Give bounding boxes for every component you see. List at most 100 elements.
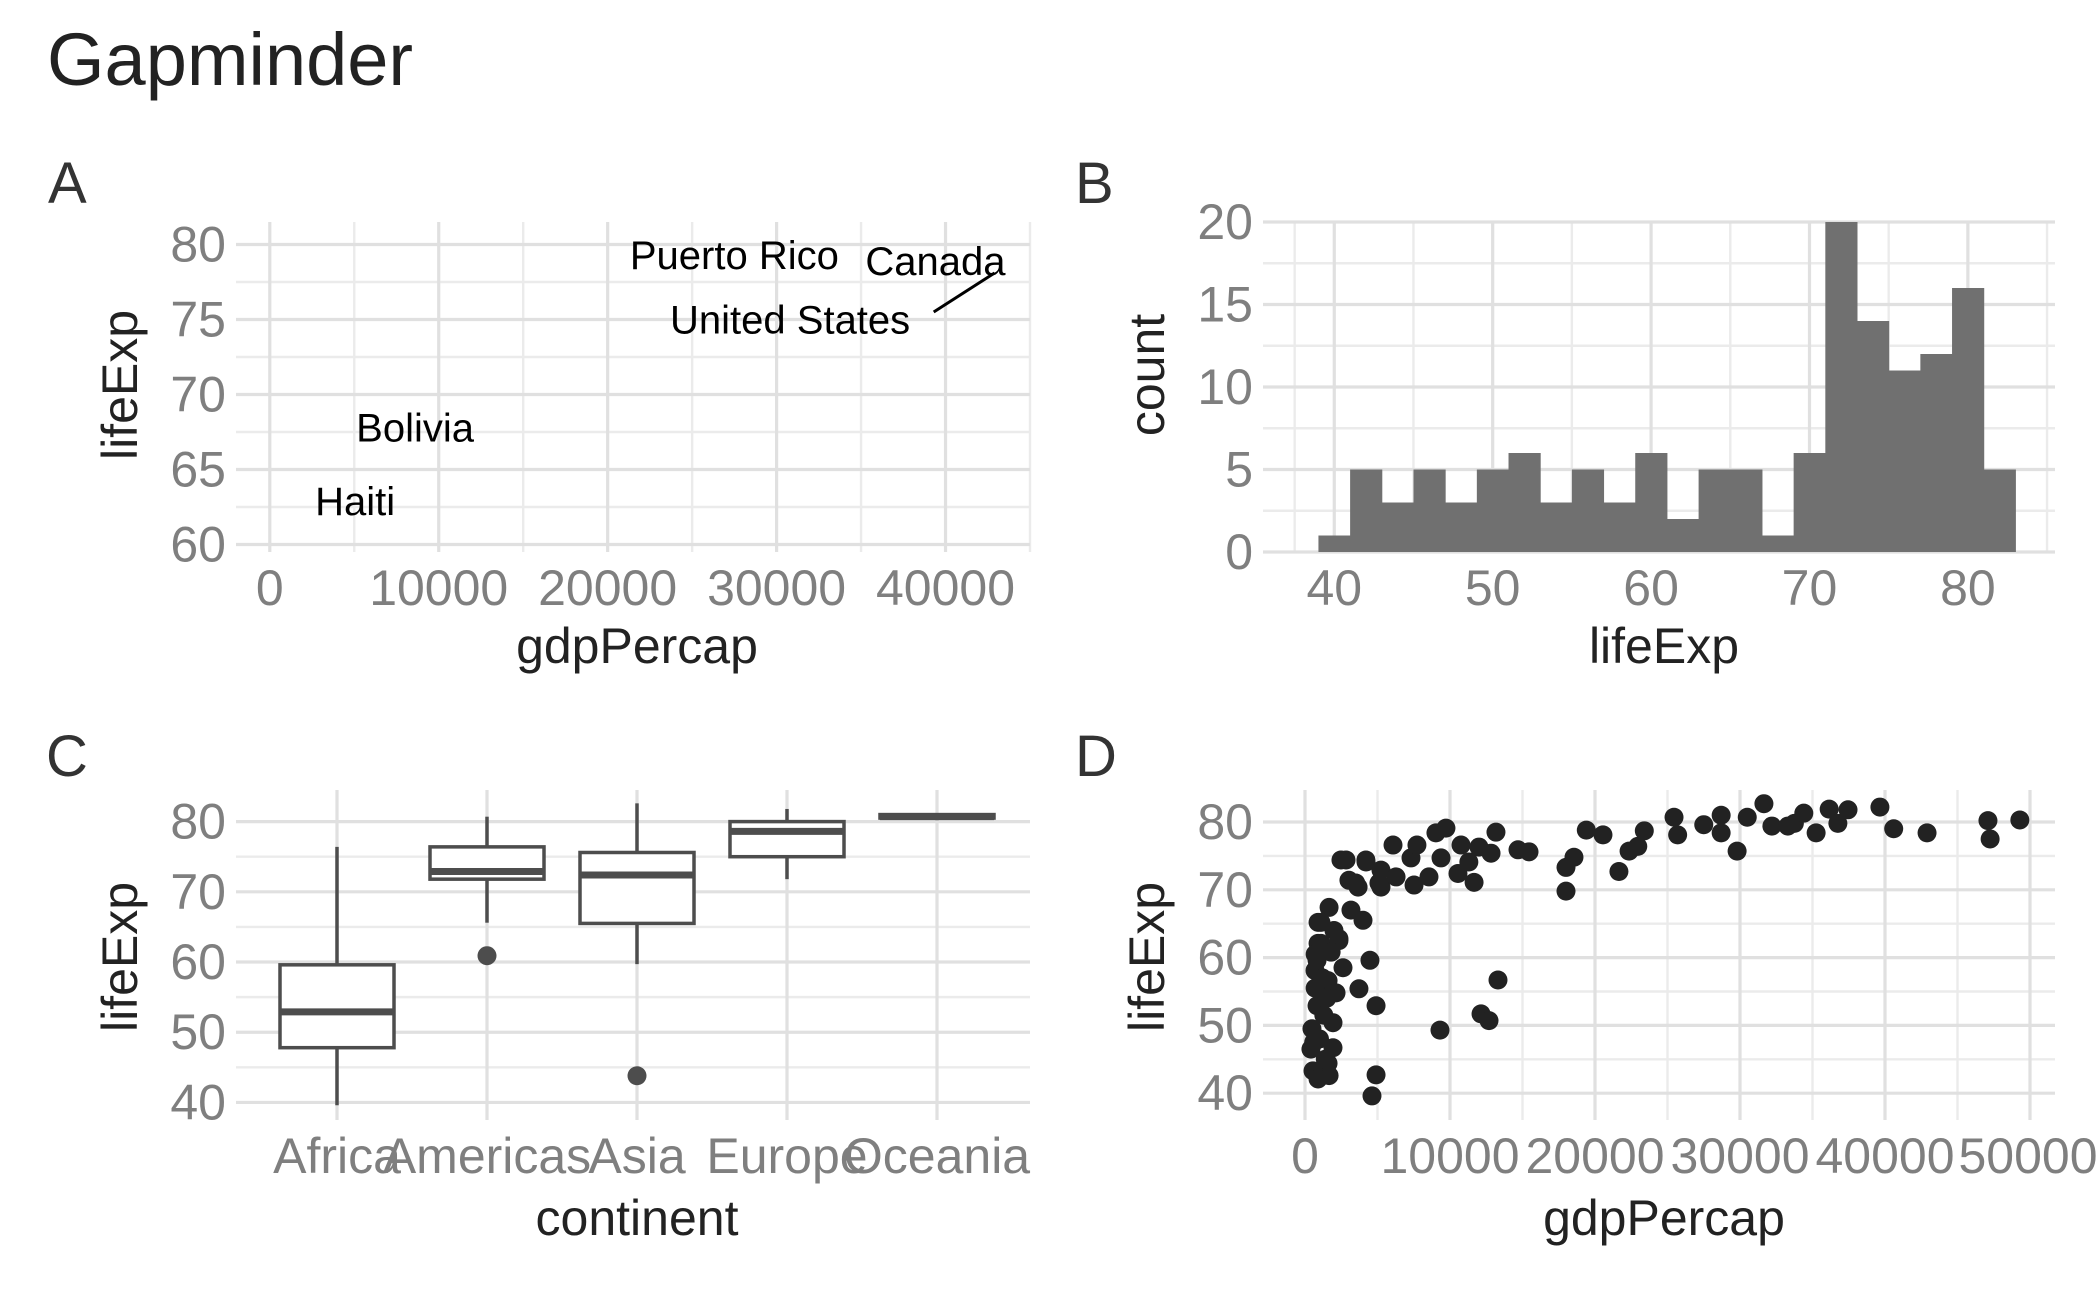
- panel-b-tag: B: [1075, 151, 1114, 216]
- x-tick-label: 40: [1306, 560, 1362, 616]
- data-point: [1349, 979, 1369, 999]
- panel-d-marks: [1301, 794, 2030, 1106]
- x-tick-label: 40000: [876, 560, 1015, 616]
- histogram-bar: [1571, 469, 1605, 552]
- data-point: [1366, 1065, 1386, 1085]
- y-tick-label: 80: [1197, 794, 1253, 850]
- data-point: [1754, 794, 1774, 814]
- data-point: [1794, 803, 1814, 823]
- data-point: [1324, 920, 1344, 940]
- box-asia: [578, 803, 696, 1086]
- x-tick-label: Americas: [383, 1128, 591, 1184]
- data-point: [1479, 1011, 1499, 1031]
- panel-c-x-axis-title: continent: [536, 1190, 739, 1246]
- panel-d-tag: D: [1075, 724, 1117, 789]
- data-point: [1331, 850, 1351, 870]
- box-americas: [428, 816, 546, 966]
- histogram-bar: [1476, 469, 1510, 552]
- histogram-bar: [1603, 502, 1636, 552]
- histogram-bar: [1635, 453, 1668, 552]
- box-africa: [278, 846, 396, 1106]
- histogram-bar: [1793, 453, 1826, 552]
- panel-b: B 0 5 10 15 20 40 50 60 70 80 lifeExp count: [1075, 151, 2055, 674]
- histogram-bar: [1413, 469, 1446, 552]
- y-tick-label: 60: [170, 934, 226, 990]
- histogram-bar: [1825, 222, 1858, 552]
- histogram-bar: [1983, 469, 2016, 552]
- data-point: [1333, 958, 1353, 978]
- y-tick-label: 75: [170, 292, 226, 348]
- y-tick-label: 40: [1197, 1065, 1253, 1121]
- data-point: [1711, 805, 1731, 825]
- panel-a-tag: A: [48, 151, 87, 216]
- data-point: [1694, 815, 1714, 835]
- histogram-bar: [1445, 502, 1478, 552]
- histogram-bar: [1350, 469, 1383, 552]
- data-point: [1431, 848, 1451, 868]
- y-tick-label: 80: [170, 794, 226, 850]
- panel-d-x-ticks: 0 10000 20000 30000 40000 50000: [1291, 1128, 2097, 1184]
- data-point: [1321, 942, 1341, 962]
- y-tick-label: 80: [170, 217, 226, 273]
- histogram-bar: [1666, 519, 1700, 552]
- histogram-bar: [1920, 354, 1953, 552]
- data-point: [2010, 810, 2030, 830]
- data-point: [1451, 835, 1471, 855]
- panel-b-x-axis-title: lifeExp: [1589, 618, 1739, 674]
- y-tick-label: 0: [1225, 524, 1253, 580]
- data-point: [1436, 818, 1456, 838]
- y-tick-label: 60: [1197, 930, 1253, 986]
- data-point: [1711, 823, 1731, 843]
- country-label: Puerto Rico: [630, 234, 839, 278]
- country-label: Canada: [865, 240, 1006, 284]
- country-label: Haiti: [315, 480, 395, 524]
- box-iqr: [578, 850, 696, 926]
- panel-a-y-axis-title: lifeExp: [92, 310, 148, 460]
- histogram-bar: [1381, 502, 1414, 552]
- data-point: [1404, 875, 1424, 895]
- data-point: [1737, 807, 1757, 827]
- data-point: [1668, 825, 1688, 845]
- data-point: [1315, 1049, 1335, 1069]
- panel-a-x-axis-title: gdpPercap: [516, 618, 758, 674]
- x-tick-label: 0: [256, 560, 284, 616]
- x-tick-label: Europe: [706, 1128, 867, 1184]
- x-tick-label: 30000: [707, 560, 846, 616]
- data-point: [1917, 823, 1937, 843]
- y-tick-label: 70: [170, 367, 226, 423]
- histogram-bar: [1730, 469, 1763, 552]
- histogram-bar: [1318, 535, 1351, 552]
- label-leader-segment: [932, 271, 996, 314]
- panel-b-x-ticks: 40 50 60 70 80: [1306, 560, 1995, 616]
- x-tick-label: 80: [1940, 560, 1996, 616]
- data-point: [1319, 897, 1339, 917]
- x-tick-label: 70: [1782, 560, 1838, 616]
- y-tick-label: 10: [1197, 359, 1253, 415]
- data-point: [1556, 881, 1576, 901]
- histogram-bar: [1888, 370, 1921, 552]
- panel-d-y-ticks: 40 50 60 70 80: [1197, 794, 1253, 1121]
- histogram-bar: [1761, 535, 1795, 552]
- histogram-bar: [1540, 502, 1573, 552]
- data-point: [1386, 867, 1406, 887]
- data-point: [1762, 816, 1782, 836]
- y-tick-label: 65: [170, 442, 226, 498]
- y-tick-label: 70: [170, 864, 226, 920]
- x-tick-label: Asia: [588, 1128, 685, 1184]
- data-point: [1664, 807, 1684, 827]
- y-tick-label: 15: [1197, 277, 1253, 333]
- histogram-bar: [1952, 288, 1985, 552]
- data-point: [1304, 1032, 1324, 1052]
- x-tick-label: 60: [1623, 560, 1679, 616]
- data-point: [1609, 861, 1629, 881]
- panel-c-marks: [278, 803, 996, 1106]
- panel-c-tag: C: [46, 724, 88, 789]
- box-iqr: [728, 819, 846, 859]
- outlier-point: [627, 1066, 647, 1086]
- data-point: [1356, 852, 1376, 872]
- histogram-bar: [1508, 453, 1541, 552]
- y-tick-label: 5: [1225, 442, 1253, 498]
